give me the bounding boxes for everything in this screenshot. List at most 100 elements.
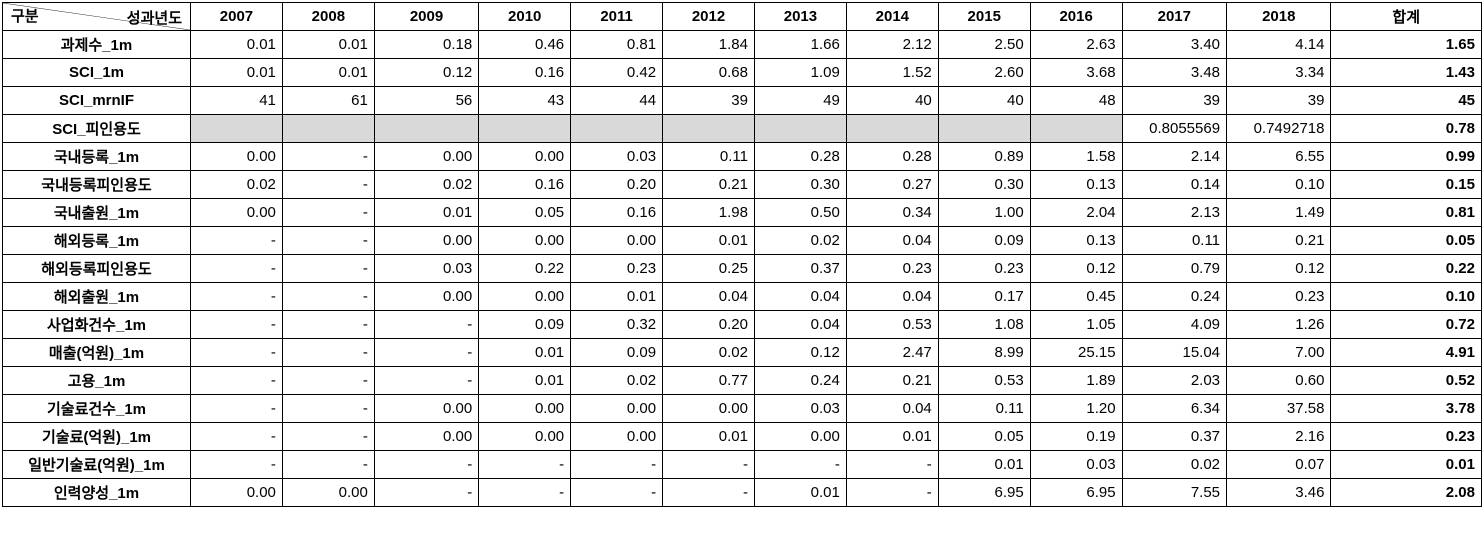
data-cell: 0.21	[846, 367, 938, 395]
total-cell: 0.78	[1331, 115, 1482, 143]
data-cell: 0.00	[571, 395, 663, 423]
total-header: 합계	[1331, 3, 1482, 31]
data-cell: 0.11	[1122, 227, 1226, 255]
data-cell: -	[282, 143, 374, 171]
data-cell	[663, 115, 755, 143]
table-row: 해외등록피인용도--0.030.220.230.250.370.230.230.…	[3, 255, 1482, 283]
year-header: 2009	[374, 3, 478, 31]
year-header: 2018	[1227, 3, 1331, 31]
year-header: 2008	[282, 3, 374, 31]
total-cell: 1.65	[1331, 31, 1482, 59]
row-label: 인력양성_1m	[3, 479, 191, 507]
data-cell: 0.00	[663, 395, 755, 423]
data-cell: 39	[1122, 87, 1226, 115]
data-cell: -	[282, 339, 374, 367]
row-label: 일반기술료(억원)_1m	[3, 451, 191, 479]
data-cell: 0.23	[1227, 283, 1331, 311]
data-cell: 0.01	[663, 227, 755, 255]
data-cell	[282, 115, 374, 143]
year-header: 2014	[846, 3, 938, 31]
data-cell: -	[663, 479, 755, 507]
data-cell: -	[191, 227, 283, 255]
data-cell	[191, 115, 283, 143]
data-cell: 0.01	[938, 451, 1030, 479]
data-cell: 1.98	[663, 199, 755, 227]
data-cell: 0.68	[663, 59, 755, 87]
performance-table: 성과년도 구분 20072008200920102011201220132014…	[2, 2, 1482, 507]
data-cell	[846, 115, 938, 143]
data-cell: 0.04	[846, 395, 938, 423]
data-cell: -	[282, 283, 374, 311]
data-cell	[374, 115, 478, 143]
data-cell: 0.8055569	[1122, 115, 1226, 143]
data-cell: 2.13	[1122, 199, 1226, 227]
total-cell: 2.08	[1331, 479, 1482, 507]
data-cell: 0.37	[754, 255, 846, 283]
data-cell: -	[571, 479, 663, 507]
data-cell: 0.53	[846, 311, 938, 339]
data-cell: 2.60	[938, 59, 1030, 87]
total-cell: 0.22	[1331, 255, 1482, 283]
data-cell	[754, 115, 846, 143]
data-cell: 0.30	[754, 171, 846, 199]
data-cell: 1.08	[938, 311, 1030, 339]
data-cell: 0.03	[374, 255, 478, 283]
data-cell: -	[846, 479, 938, 507]
table-row: 고용_1m---0.010.020.770.240.210.531.892.03…	[3, 367, 1482, 395]
row-label: 고용_1m	[3, 367, 191, 395]
data-cell: 1.66	[754, 31, 846, 59]
data-cell: 0.45	[1030, 283, 1122, 311]
data-cell: -	[282, 395, 374, 423]
total-cell: 1.43	[1331, 59, 1482, 87]
data-cell: -	[191, 311, 283, 339]
data-cell: 0.20	[571, 171, 663, 199]
data-cell: 0.11	[938, 395, 1030, 423]
row-label: SCI_mrnIF	[3, 87, 191, 115]
data-cell: -	[571, 451, 663, 479]
data-cell: 0.00	[571, 227, 663, 255]
table-row: 인력양성_1m0.000.00----0.01-6.956.957.553.46…	[3, 479, 1482, 507]
row-label: 해외출원_1m	[3, 283, 191, 311]
data-cell: 0.16	[479, 171, 571, 199]
data-cell: 1.26	[1227, 311, 1331, 339]
data-cell: 0.02	[1122, 451, 1226, 479]
row-label: 국내등록_1m	[3, 143, 191, 171]
total-cell: 0.81	[1331, 199, 1482, 227]
data-cell: 0.00	[479, 283, 571, 311]
data-cell: -	[282, 255, 374, 283]
data-cell: -	[374, 451, 478, 479]
data-cell: -	[191, 451, 283, 479]
data-cell: 0.01	[754, 479, 846, 507]
data-cell: 2.14	[1122, 143, 1226, 171]
corner-bottom-label: 구분	[11, 5, 39, 26]
data-cell: 0.00	[374, 143, 478, 171]
data-cell: -	[374, 367, 478, 395]
data-cell: -	[663, 451, 755, 479]
total-cell: 0.23	[1331, 423, 1482, 451]
data-cell: 0.00	[191, 479, 283, 507]
data-cell: 3.68	[1030, 59, 1122, 87]
total-cell: 0.15	[1331, 171, 1482, 199]
corner-top-label: 성과년도	[127, 7, 182, 28]
data-cell: 0.17	[938, 283, 1030, 311]
data-cell: 0.00	[282, 479, 374, 507]
data-cell: 44	[571, 87, 663, 115]
data-cell: 0.00	[479, 395, 571, 423]
data-cell: 0.46	[479, 31, 571, 59]
data-cell: 0.22	[479, 255, 571, 283]
data-cell: 0.7492718	[1227, 115, 1331, 143]
data-cell: 1.89	[1030, 367, 1122, 395]
table-row: 기술료건수_1m--0.000.000.000.000.030.040.111.…	[3, 395, 1482, 423]
table-row: SCI_mrnIF41615643443949404048393945	[3, 87, 1482, 115]
row-label: 기술료(억원)_1m	[3, 423, 191, 451]
data-cell: 1.84	[663, 31, 755, 59]
data-cell: 6.95	[938, 479, 1030, 507]
data-cell: 0.05	[479, 199, 571, 227]
row-label: 해외등록_1m	[3, 227, 191, 255]
row-label: SCI_1m	[3, 59, 191, 87]
data-cell: 0.00	[374, 423, 478, 451]
data-cell: 0.16	[479, 59, 571, 87]
total-cell: 0.72	[1331, 311, 1482, 339]
data-cell: 25.15	[1030, 339, 1122, 367]
data-cell: 0.13	[1030, 171, 1122, 199]
